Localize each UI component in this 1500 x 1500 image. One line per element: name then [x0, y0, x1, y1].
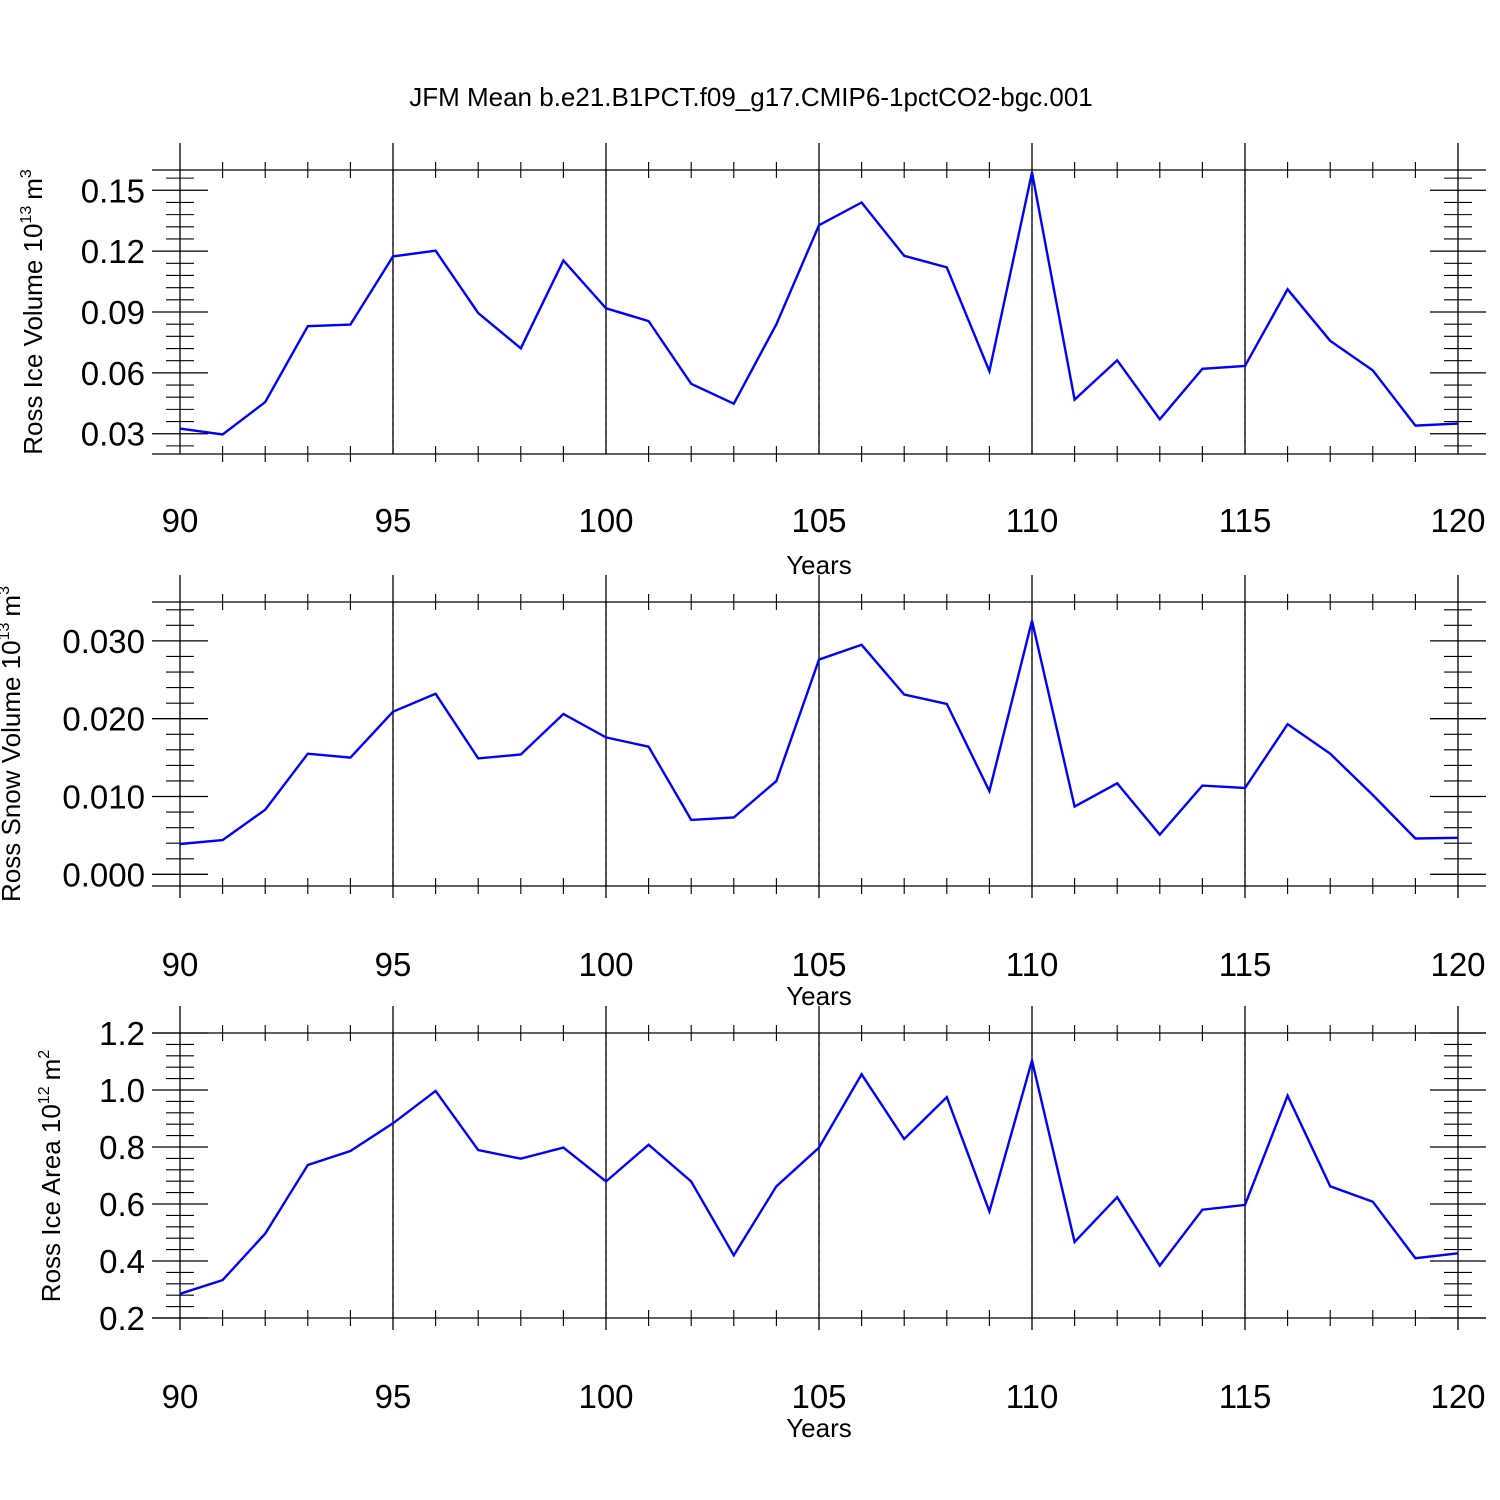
x-tick-label: 90 — [162, 946, 199, 983]
panel-snow-volume: Ross Snow Volume 1013m3 Years 9095100105… — [0, 575, 1486, 1011]
x-tick-label: 110 — [1006, 946, 1059, 983]
x-tick-label: 90 — [162, 502, 199, 539]
ylabel-unit: m — [36, 1059, 66, 1081]
x-tick-label: 120 — [1430, 946, 1485, 983]
series-line — [179, 620, 1459, 846]
x-tick-label: 105 — [791, 502, 846, 539]
series-line — [179, 172, 1459, 436]
x-tick-label: 95 — [375, 1378, 412, 1415]
ylabel-text: Ross Ice Area 10 — [36, 1104, 66, 1302]
x-tick-label: 120 — [1430, 1378, 1485, 1415]
x-tick-label: 100 — [578, 946, 633, 983]
x-tick-label: 115 — [1219, 1378, 1272, 1415]
y-tick-label: 0.2 — [99, 1300, 145, 1337]
ylabel-unit-exponent: 3 — [18, 169, 35, 178]
x-tick-label: 110 — [1006, 502, 1059, 539]
y-tick-label: 0.06 — [81, 355, 145, 392]
x-tick-label: 115 — [1219, 946, 1272, 983]
y-tick-label: 0.000 — [62, 856, 145, 893]
ylabel-unit-exponent: 3 — [0, 586, 13, 595]
x-tick-label: 95 — [375, 502, 412, 539]
xlabel-years: Years — [786, 1413, 852, 1443]
x-tick-label: 120 — [1430, 502, 1485, 539]
ylabel-unit: m — [0, 595, 26, 617]
y-tick-label: 0.4 — [99, 1243, 145, 1280]
ylabel-ice-volume: Ross Ice Volume 1013 m3 — [18, 169, 48, 455]
series-line — [179, 1055, 1459, 1295]
ylabel-unit-exponent: 2 — [36, 1050, 53, 1059]
x-tick-label: 105 — [791, 1378, 846, 1415]
panel-ice-area: Ross Ice Area 1012 m2 Years 90 95 100 105 110… — [36, 1006, 1486, 1443]
x-tick-label: 105 — [791, 946, 846, 983]
ylabel-exponent: 12 — [36, 1086, 53, 1104]
x-tick-label: 110 — [1006, 1378, 1059, 1415]
chart-title: JFM Mean b.e21.B1PCT.f09_g17.CMIP6-1pctC… — [409, 82, 1093, 112]
y-tick-label: 0.020 — [62, 701, 145, 738]
ylabel-ice-area: Ross Ice Area 1012 m2 — [36, 1050, 66, 1302]
x-tick-label: 115 — [1219, 502, 1272, 539]
y-tick-label: 0.12 — [81, 233, 145, 270]
ylabel-text: Ross Snow Volume 10 — [0, 640, 26, 902]
y-tick-label: 0.8 — [99, 1129, 145, 1166]
y-tick-label: 0.09 — [81, 294, 145, 331]
x-tick-label: 100 — [578, 502, 633, 539]
y-tick-label: 1.0 — [99, 1072, 145, 1109]
ylabel-exponent: 13 — [0, 622, 13, 640]
x-tick-label: 90 — [162, 1378, 199, 1415]
ylabel-snow-volume: Ross Snow Volume 1013 m3 — [0, 586, 26, 902]
panel-ice-volume: Ross Ice Volume 1013m3 Years 90 95 100 105 1… — [18, 143, 1486, 580]
y-tick-label: 0.010 — [62, 779, 145, 816]
ylabel-exponent: 13 — [18, 206, 35, 224]
y-tick-label: 0.15 — [81, 172, 145, 209]
ylabel-text: Ross Ice Volume 10 — [18, 224, 48, 455]
ylabel-unit: m — [18, 178, 48, 200]
y-tick-label: 0.03 — [81, 416, 145, 453]
x-tick-label: 95 — [375, 946, 412, 983]
y-tick-label: 0.6 — [99, 1186, 145, 1223]
y-tick-label: 0.030 — [62, 623, 145, 660]
y-tick-label: 1.2 — [99, 1015, 145, 1052]
x-tick-label: 100 — [578, 1378, 633, 1415]
